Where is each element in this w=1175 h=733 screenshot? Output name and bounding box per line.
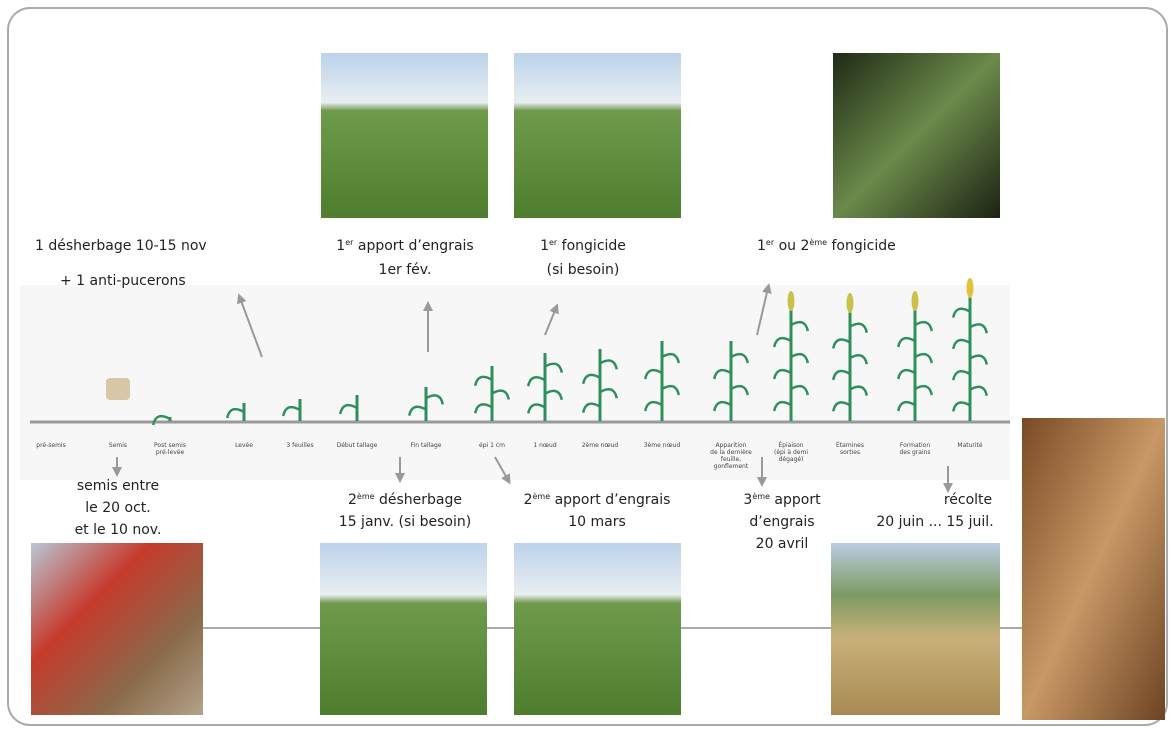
annotation-line: d’engrais	[749, 514, 814, 530]
photo-wheat	[833, 53, 1000, 218]
photo-harvester	[831, 543, 1000, 715]
text: d’engrais	[749, 514, 814, 530]
annotation-line: 1er fév.	[379, 262, 432, 278]
stage-label: (épi à demi	[774, 449, 808, 456]
stage-label: Levée	[235, 442, 253, 449]
stage-label: Fin tallage	[411, 442, 442, 449]
photo-spreader	[514, 543, 681, 715]
text: fongicide	[557, 238, 626, 254]
annotation-line: semis entre	[77, 478, 159, 494]
text: ou 2	[774, 238, 809, 254]
photo-bread	[1022, 418, 1165, 720]
text: 20 juin ... 15 juil.	[876, 514, 993, 530]
photo-seeder	[31, 543, 203, 715]
text: 1	[757, 238, 766, 254]
page: {"annotations_top": [ {"lines": [{"text"…	[0, 0, 1175, 733]
seeder	[106, 378, 130, 400]
stage-label: 1 nœud	[533, 442, 556, 449]
text: récolte	[944, 492, 992, 508]
text: 20 avril	[756, 536, 809, 552]
text: 2	[524, 492, 533, 508]
photo-sprayer	[514, 53, 681, 218]
stage-label: gonflement	[714, 463, 749, 470]
stage-label: 2ème nœud	[582, 442, 619, 449]
stage-label: de la dernière	[710, 449, 752, 456]
stage-label: 3 feuilles	[286, 442, 313, 449]
annotation-line: le 20 oct.	[85, 500, 150, 516]
text: 3	[743, 492, 752, 508]
stage-label: épi 1 cm	[479, 442, 505, 449]
annotation-line: 20 avril	[756, 536, 809, 552]
ear	[912, 291, 919, 311]
stage-label: dégagé)	[779, 456, 804, 463]
text: 15 janv. (si besoin)	[339, 514, 471, 530]
annotation-line: 15 janv. (si besoin)	[339, 514, 471, 530]
superscript: ème	[532, 491, 550, 501]
text: 1	[336, 238, 345, 254]
stage-label: sorties	[840, 449, 860, 456]
superscript: ème	[357, 491, 375, 501]
stage-label: pré-levée	[156, 449, 185, 456]
ear	[847, 293, 854, 313]
stage-label: Étamines	[836, 441, 864, 449]
photo-spreader	[321, 53, 488, 218]
stage-label: des grains	[899, 449, 930, 456]
stage-label: Début tallage	[337, 442, 378, 449]
text: + 1 anti-pucerons	[60, 273, 186, 289]
text: apport	[770, 492, 821, 508]
photo-sprayer	[320, 543, 487, 715]
text: 2	[348, 492, 357, 508]
annotation-line: 20 juin ... 15 juil.	[876, 514, 993, 530]
annotation-line: récolte	[944, 492, 992, 508]
superscript: ème	[809, 237, 827, 247]
stage-label: feuille,	[721, 456, 741, 463]
text: (si besoin)	[547, 262, 620, 278]
stage-label: Formation	[900, 442, 930, 449]
text: 1 désherbage 10-15 nov	[35, 238, 207, 254]
stage-label: 3ème nœud	[644, 442, 681, 449]
annotation-line: 1 désherbage 10-15 nov	[35, 238, 207, 254]
text: fongicide	[827, 238, 896, 254]
text: désherbage	[375, 492, 462, 508]
text: apport d’engrais	[353, 238, 473, 254]
annotation-line: 1er ou 2ème fongicide	[757, 237, 896, 254]
stage-label: Semis	[109, 442, 127, 449]
text: apport d’engrais	[550, 492, 670, 508]
annotation-line: + 1 anti-pucerons	[60, 273, 186, 289]
annotation-line: 10 mars	[568, 514, 626, 530]
diagram: 1 désherbage 10-15 nov + 1 anti-pucerons 1…	[0, 0, 1175, 733]
text: 1er fév.	[379, 262, 432, 278]
stage-label: Apparition	[715, 442, 746, 449]
stage-label: pré-semis	[36, 442, 65, 449]
text: et le 10 nov.	[75, 522, 162, 538]
ear	[967, 278, 974, 298]
text: le 20 oct.	[85, 500, 150, 516]
annotation-line: et le 10 nov.	[75, 522, 162, 538]
text: semis entre	[77, 478, 159, 494]
ear	[788, 291, 795, 311]
stage-label: Maturité	[957, 442, 982, 449]
annotation-line: (si besoin)	[547, 262, 620, 278]
text: 1	[540, 238, 549, 254]
superscript: ème	[752, 491, 770, 501]
stage-label: Épiaison	[778, 441, 803, 449]
text: 10 mars	[568, 514, 626, 530]
stage-label: Post semis	[154, 442, 186, 449]
annotation-line: 1er apport d’engrais	[336, 238, 473, 254]
